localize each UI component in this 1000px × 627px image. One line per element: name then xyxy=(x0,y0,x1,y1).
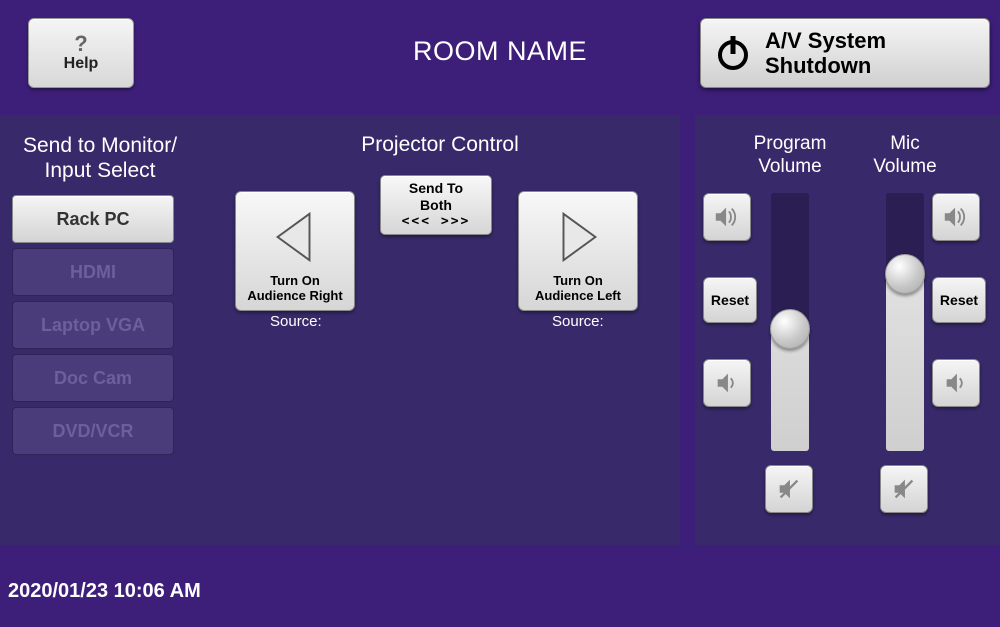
program-volume-knob[interactable] xyxy=(770,309,810,349)
mic-volume-title: Mic Volume xyxy=(850,133,960,179)
mic-volume-up-button[interactable] xyxy=(932,193,980,241)
mic-volume-knob[interactable] xyxy=(885,254,925,294)
input-item-rack-pc[interactable]: Rack PC xyxy=(12,195,174,243)
arrow-right-icon xyxy=(549,208,607,266)
mic-volume-slider[interactable] xyxy=(886,193,924,451)
input-select-title: Send to Monitor/ Input Select xyxy=(10,133,190,183)
left-panel: Send to Monitor/ Input Select Rack PC HD… xyxy=(0,115,680,545)
program-volume-title: Program Volume xyxy=(735,133,845,179)
send-to-both-button[interactable]: Send To Both <<< >>> xyxy=(380,175,492,235)
program-volume-slider[interactable] xyxy=(771,193,809,451)
timestamp: 2020/01/23 10:06 AM xyxy=(8,580,201,603)
mic-volume-down-button[interactable] xyxy=(932,359,980,407)
source-label-left: Source: xyxy=(552,313,604,330)
program-volume-down-button[interactable] xyxy=(703,359,751,407)
speaker-soft-icon xyxy=(942,369,970,397)
program-mute-button[interactable] xyxy=(765,465,813,513)
program-volume-up-button[interactable] xyxy=(703,193,751,241)
speaker-soft-icon xyxy=(713,369,741,397)
projector-audience-left-button[interactable]: Turn On Audience Left xyxy=(518,191,638,311)
input-select-list: Rack PC HDMI Laptop VGA Doc Cam DVD/VCR xyxy=(12,195,174,460)
volume-panel: Program Volume Mic Volume Reset xyxy=(695,115,1000,545)
power-icon xyxy=(713,33,753,73)
mic-mute-button[interactable] xyxy=(880,465,928,513)
input-item-hdmi[interactable]: HDMI xyxy=(12,248,174,296)
top-bar: ? Help ROOM NAME A/V System Shutdown xyxy=(0,0,1000,105)
program-volume-reset-button[interactable]: Reset xyxy=(703,277,757,323)
speaker-loud-icon xyxy=(942,203,970,231)
input-item-laptop-vga[interactable]: Laptop VGA xyxy=(12,301,174,349)
source-label-right: Source: xyxy=(270,313,322,330)
mute-icon xyxy=(775,475,803,503)
shutdown-button[interactable]: A/V System Shutdown xyxy=(700,18,990,88)
input-item-doc-cam[interactable]: Doc Cam xyxy=(12,354,174,402)
chevrons-icon: <<< >>> xyxy=(402,214,471,230)
input-item-dvd-vcr[interactable]: DVD/VCR xyxy=(12,407,174,455)
projector-audience-right-button[interactable]: Turn On Audience Right xyxy=(235,191,355,311)
projector-control-title: Projector Control xyxy=(300,133,580,157)
mic-volume-reset-button[interactable]: Reset xyxy=(932,277,986,323)
mute-icon xyxy=(890,475,918,503)
shutdown-label: A/V System Shutdown xyxy=(765,28,886,79)
arrow-left-icon xyxy=(266,208,324,266)
speaker-loud-icon xyxy=(713,203,741,231)
